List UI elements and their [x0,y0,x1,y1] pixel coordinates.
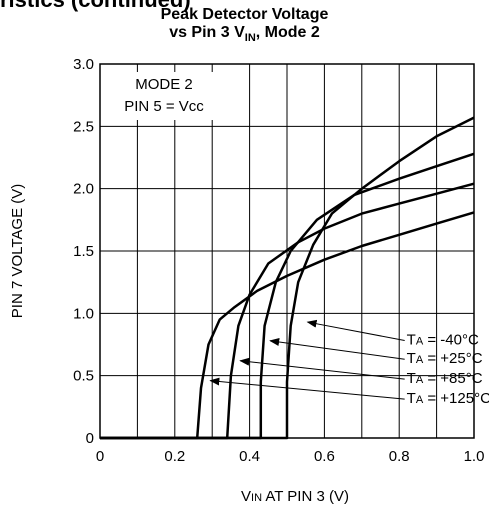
x-tick-label: 0.4 [239,448,260,465]
series-label-main: T [407,390,416,407]
y-tick-label: 2.5 [73,118,94,135]
y-tick-label: 0.5 [73,368,94,385]
series-lines [100,116,475,440]
series-label-subscript: A [416,336,424,348]
series-label: TA = +85°C [407,370,483,387]
series-label-subscript: A [416,394,424,406]
series-label-subscript: A [416,354,424,366]
x-axis-label-tail: AT PIN 3 (V) [262,488,349,505]
chart-subtitle: vs Pin 3 VIN, Mode 2 [0,24,489,44]
y-axis-label: PIN 7 VOLTAGE (V) [9,184,26,318]
y-tick-label: 2.0 [73,181,94,198]
x-tick-label: 1.0 [464,448,485,465]
series-label-tail: = +25°C [423,350,483,367]
series-annotations: TA = -40°CTA = +25°CTA = +85°CTA = +125°… [209,319,489,407]
chart-title: Peak Detector Voltage [160,6,329,23]
condition-mode: MODE 2 [135,76,193,93]
series-label-subscript: A [416,374,424,386]
x-tick-label: 0.6 [314,448,335,465]
annotation-arrow [209,377,405,400]
x-axis-label: VIN AT PIN 3 (V) [241,488,349,505]
condition-pin5: PIN 5 = Vcc [124,98,204,115]
series-line-2 [100,182,475,440]
series-label-tail: = +85°C [423,370,483,387]
y-tick-label: 1.5 [73,243,94,260]
chart-subtitle-subscript: IN [244,32,256,45]
series-line-3 [100,211,475,440]
series-label-tail: = -40°C [423,332,479,349]
series-label-tail: = +125°C [423,390,489,407]
series-label: TA = -40°C [407,332,479,349]
x-axis-label-main: V [241,488,251,505]
x-tick-label: 0.2 [164,448,185,465]
chart-subtitle-main: vs Pin 3 V [169,24,245,41]
y-tick-label: 3.0 [73,56,94,73]
axis-ticks: 0 0.2 0.4 0.6 0.8 1.0 0 0.5 1.0 1.5 2.0 2.5 3.0 [73,56,484,465]
annotation-arrow [306,319,405,341]
chart-subtitle-tail: , Mode 2 [255,24,320,41]
series-label-main: T [407,332,416,349]
conditions-box [112,72,216,120]
series-line-0 [100,116,475,440]
series-label: TA = +25°C [407,350,483,367]
y-tick-label: 0 [86,430,94,447]
series-label-main: T [407,370,416,387]
series-label-main: T [407,350,416,367]
x-axis-label-subscript: IN [251,492,262,504]
series-line-1 [100,152,475,440]
annotation-arrow [239,357,405,380]
x-tick-label: 0.8 [389,448,410,465]
x-tick-label: 0 [96,448,104,465]
y-tick-label: 1.0 [73,305,94,322]
annotation-arrow [269,338,405,360]
page-header: ristics (continued) [0,0,191,13]
series-label: TA = +125°C [407,390,489,407]
